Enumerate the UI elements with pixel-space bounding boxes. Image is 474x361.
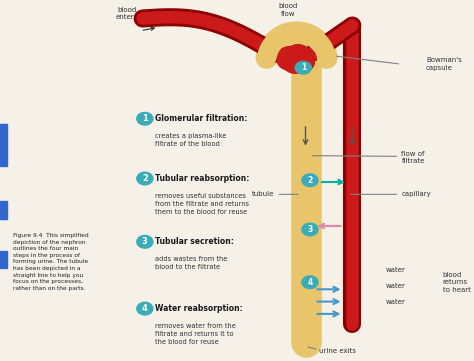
Text: creates a plasma-like
filtrate of the blood: creates a plasma-like filtrate of the bl…	[155, 133, 226, 147]
Text: 1: 1	[142, 114, 148, 123]
Circle shape	[292, 48, 316, 66]
Text: 2: 2	[142, 174, 148, 183]
Circle shape	[283, 55, 307, 73]
Text: 1: 1	[301, 63, 306, 72]
Circle shape	[137, 302, 153, 315]
Text: water: water	[386, 283, 406, 289]
Circle shape	[279, 47, 302, 65]
Circle shape	[279, 51, 306, 72]
Circle shape	[287, 46, 314, 67]
FancyBboxPatch shape	[0, 251, 7, 268]
Text: adds wastes from the
blood to the filtrate: adds wastes from the blood to the filtra…	[155, 256, 227, 270]
Text: Figure 9.4  This simplified
depiction of the nephron
outlines the four main
step: Figure 9.4 This simplified depiction of …	[13, 233, 89, 291]
Text: 2: 2	[307, 176, 313, 185]
Circle shape	[279, 46, 306, 67]
Text: Water reabsorption:: Water reabsorption:	[155, 304, 242, 313]
Circle shape	[291, 53, 314, 71]
Circle shape	[283, 52, 310, 73]
Text: Tubular reabsorption:: Tubular reabsorption:	[155, 174, 249, 183]
Text: blood
returns
to heart: blood returns to heart	[443, 272, 470, 293]
Text: Tubular secretion:: Tubular secretion:	[155, 237, 234, 246]
Text: tubule: tubule	[252, 191, 274, 197]
Text: 4: 4	[142, 304, 148, 313]
Text: 3: 3	[307, 225, 313, 234]
Circle shape	[137, 172, 153, 185]
Text: blood
flow: blood flow	[278, 3, 297, 17]
Circle shape	[278, 48, 304, 69]
Text: Glomerular filtration:: Glomerular filtration:	[155, 114, 247, 123]
Circle shape	[302, 276, 318, 288]
Text: Bowman's
capsule: Bowman's capsule	[426, 57, 462, 71]
Circle shape	[302, 223, 318, 236]
Circle shape	[283, 45, 310, 66]
Circle shape	[137, 112, 153, 125]
Text: water: water	[386, 267, 406, 273]
Text: flow of
filtrate: flow of filtrate	[401, 151, 425, 164]
Circle shape	[137, 235, 153, 248]
Circle shape	[295, 61, 311, 74]
Text: blood
enters: blood enters	[116, 7, 138, 20]
Text: 4: 4	[307, 278, 313, 287]
Text: water: water	[386, 299, 406, 305]
Text: 3: 3	[142, 237, 148, 246]
Circle shape	[286, 45, 310, 63]
Text: removes useful substances
from the filtrate and returns
them to the blood for re: removes useful substances from the filtr…	[155, 192, 249, 214]
Text: capillary: capillary	[401, 191, 431, 197]
Circle shape	[287, 51, 314, 72]
Circle shape	[289, 48, 316, 69]
FancyBboxPatch shape	[0, 124, 7, 166]
Text: urine exits: urine exits	[319, 348, 356, 354]
Text: removes water from the
filtrate and returns it to
the blood for reuse: removes water from the filtrate and retu…	[155, 323, 236, 345]
Circle shape	[302, 174, 318, 187]
Circle shape	[277, 52, 301, 70]
FancyBboxPatch shape	[0, 201, 7, 219]
